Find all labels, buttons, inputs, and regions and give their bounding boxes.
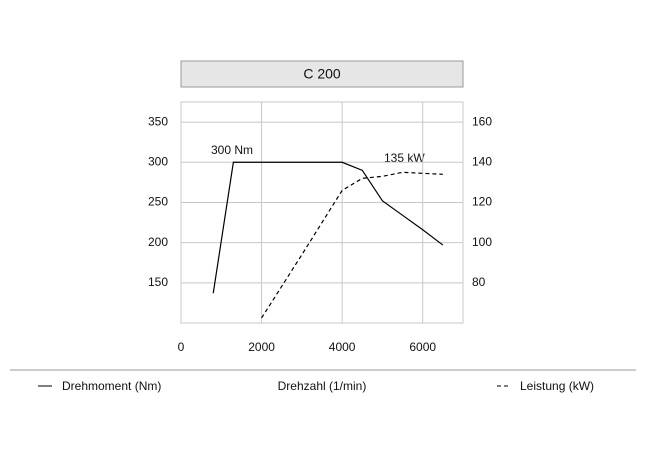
y2-tick-label: 120 [472, 195, 492, 209]
y-tick-label: 150 [148, 275, 168, 289]
x-tick-label: 0 [178, 340, 185, 354]
legend-label: Drehmoment (Nm) [62, 379, 161, 393]
x-tick-label: 6000 [409, 340, 436, 354]
y-tick-label: 300 [148, 154, 168, 168]
x-tick-label: 2000 [248, 340, 275, 354]
x-axis-label: Drehzahl (1/min) [278, 379, 367, 393]
series-line [212, 161, 444, 294]
chart-title: C 200 [303, 66, 341, 82]
y-tick-label: 350 [148, 114, 168, 128]
x-tick-label: 4000 [329, 340, 356, 354]
y2-tick-label: 80 [472, 275, 486, 289]
y2-tick-label: 100 [472, 235, 492, 249]
legend-label: Leistung (kW) [520, 379, 594, 393]
y2-tick-label: 160 [472, 114, 492, 128]
series-line [261, 171, 443, 319]
y-tick-label: 250 [148, 195, 168, 209]
y2-tick-label: 140 [472, 154, 492, 168]
y-tick-label: 200 [148, 235, 168, 249]
annotation: 300 Nm [211, 143, 253, 157]
title-box [180, 60, 464, 88]
annotation: 135 kW [384, 151, 425, 165]
plot-frame [180, 101, 464, 324]
